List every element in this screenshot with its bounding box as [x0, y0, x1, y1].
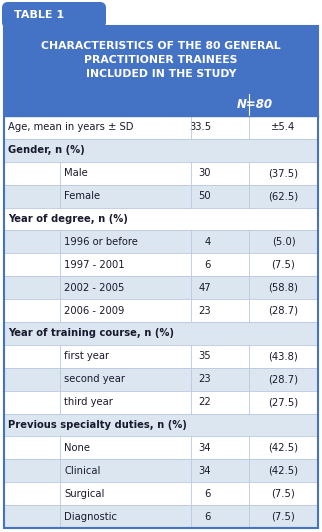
Bar — [4, 436, 318, 459]
Text: ±5.4: ±5.4 — [271, 122, 296, 132]
Text: CHARACTERISTICS OF THE 80 GENERAL
PRACTITIONER TRAINEES
INCLUDED IN THE STUDY: CHARACTERISTICS OF THE 80 GENERAL PRACTI… — [41, 41, 281, 79]
Text: 1997 - 2001: 1997 - 2001 — [64, 260, 125, 270]
FancyBboxPatch shape — [2, 2, 106, 28]
Text: Year of degree, n (%): Year of degree, n (%) — [8, 214, 128, 224]
Bar — [4, 230, 318, 253]
Text: 4: 4 — [205, 237, 211, 247]
Bar — [4, 368, 318, 390]
Bar — [4, 345, 318, 368]
Text: 6: 6 — [204, 489, 211, 498]
Text: Male: Male — [64, 168, 88, 178]
Text: 1996 or before: 1996 or before — [64, 237, 138, 247]
Text: (28.7): (28.7) — [269, 374, 298, 384]
Bar — [4, 185, 318, 207]
Text: 22: 22 — [198, 397, 211, 407]
Text: 23: 23 — [198, 305, 211, 315]
Text: (43.8): (43.8) — [269, 351, 298, 361]
Text: 34: 34 — [198, 466, 211, 476]
Text: 50: 50 — [198, 191, 211, 201]
Text: Surgical: Surgical — [64, 489, 104, 498]
Text: Year of training course, n (%): Year of training course, n (%) — [8, 328, 174, 338]
Text: Previous specialty duties, n (%): Previous specialty duties, n (%) — [8, 420, 187, 430]
Bar — [4, 390, 318, 413]
Text: N=80: N=80 — [236, 98, 272, 112]
Text: 2002 - 2005: 2002 - 2005 — [64, 282, 124, 293]
Text: second year: second year — [64, 374, 125, 384]
Text: (7.5): (7.5) — [271, 512, 295, 521]
Bar — [4, 505, 318, 528]
Bar — [4, 322, 318, 345]
Text: (42.5): (42.5) — [269, 443, 298, 453]
Text: (37.5): (37.5) — [269, 168, 298, 178]
Bar — [4, 459, 318, 482]
Text: None: None — [64, 443, 90, 453]
Bar — [4, 139, 318, 162]
Text: 2006 - 2009: 2006 - 2009 — [64, 305, 124, 315]
Text: Gender, n (%): Gender, n (%) — [8, 145, 85, 155]
Text: first year: first year — [64, 351, 109, 361]
Text: (27.5): (27.5) — [269, 397, 298, 407]
Text: 35: 35 — [198, 351, 211, 361]
Text: 47: 47 — [198, 282, 211, 293]
Bar — [4, 413, 318, 436]
Text: 30: 30 — [198, 168, 211, 178]
Text: TABLE 1: TABLE 1 — [14, 10, 64, 20]
Text: (7.5): (7.5) — [271, 489, 295, 498]
Text: third year: third year — [64, 397, 113, 407]
Text: 33.5: 33.5 — [189, 122, 211, 132]
Text: (5.0): (5.0) — [272, 237, 295, 247]
Bar — [4, 26, 318, 94]
Text: 6: 6 — [204, 512, 211, 521]
Text: (28.7): (28.7) — [269, 305, 298, 315]
Bar — [4, 482, 318, 505]
Bar — [4, 276, 318, 299]
Text: (58.8): (58.8) — [269, 282, 298, 293]
Bar — [4, 253, 318, 276]
Text: (42.5): (42.5) — [269, 466, 298, 476]
Bar — [4, 207, 318, 230]
Text: (62.5): (62.5) — [269, 191, 298, 201]
Text: 34: 34 — [198, 443, 211, 453]
Text: Age, mean in years ± SD: Age, mean in years ± SD — [8, 122, 134, 132]
Bar — [4, 162, 318, 185]
Text: 6: 6 — [204, 260, 211, 270]
Bar — [4, 116, 318, 139]
Text: (7.5): (7.5) — [271, 260, 295, 270]
Text: Clinical: Clinical — [64, 466, 100, 476]
Text: Female: Female — [64, 191, 100, 201]
Bar — [4, 94, 318, 116]
Text: 23: 23 — [198, 374, 211, 384]
Bar — [4, 299, 318, 322]
Text: Diagnostic: Diagnostic — [64, 512, 117, 521]
